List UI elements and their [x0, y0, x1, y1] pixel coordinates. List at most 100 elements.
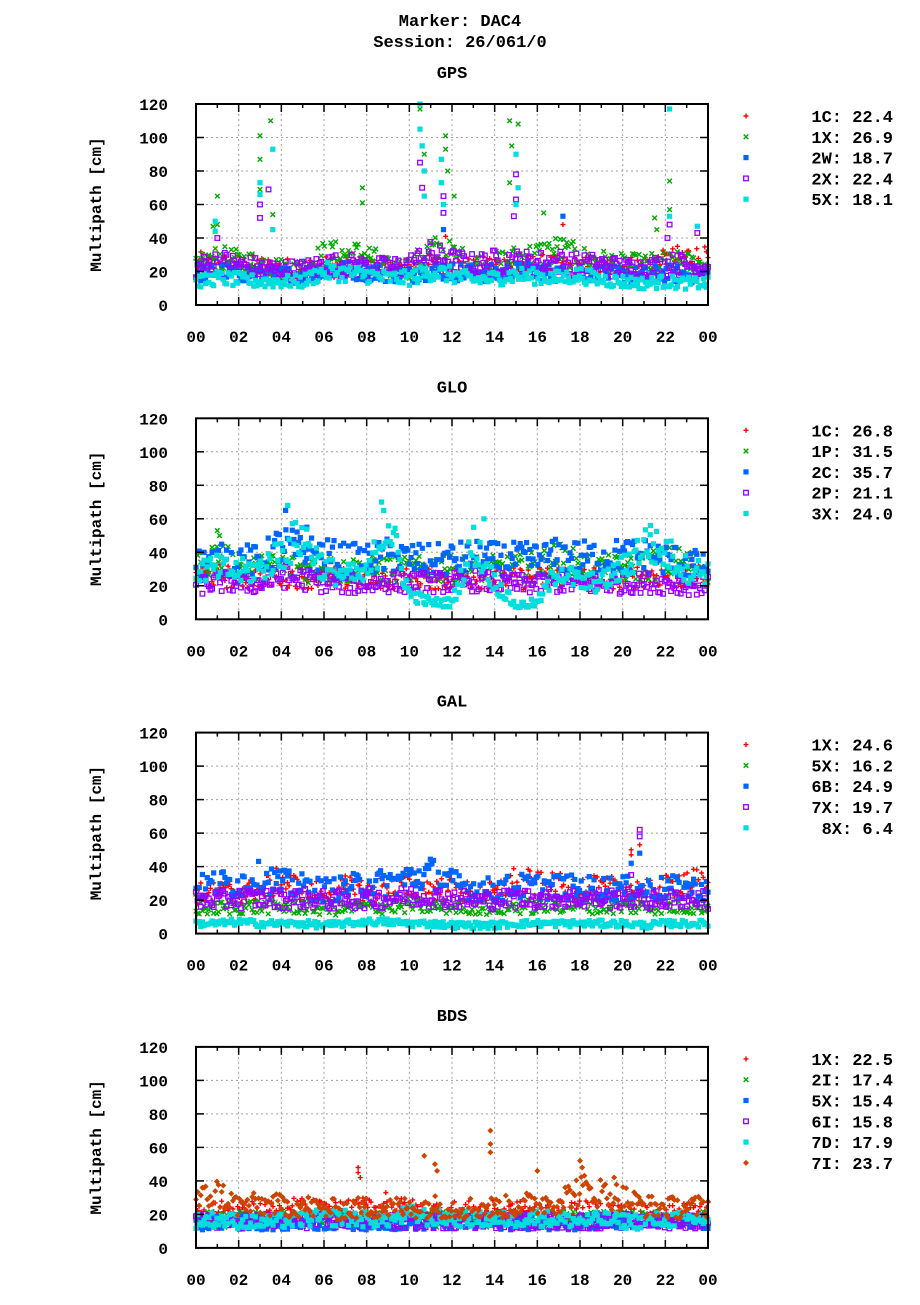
point-2c: [433, 562, 438, 567]
point-2p: [200, 591, 205, 596]
point-6b: [299, 871, 304, 876]
point-2c: [325, 537, 330, 542]
point-6b: [677, 880, 682, 885]
point-5x: [495, 272, 500, 277]
point-1p: [606, 553, 611, 558]
point-6b: [331, 876, 336, 881]
outlier-point-2x: [695, 231, 700, 236]
point-2c: [490, 556, 495, 561]
point-3x: [452, 588, 457, 593]
point-5x: [611, 283, 616, 288]
point-3x: [588, 584, 593, 589]
outlier-point-2x: [441, 211, 446, 216]
point-2w: [346, 259, 351, 264]
point-1c: [670, 246, 675, 251]
point-5x: [672, 277, 677, 282]
outlier-point-5x: [667, 106, 672, 111]
point-3x: [583, 586, 588, 591]
point-3x: [498, 582, 503, 587]
point-3x: [278, 541, 283, 546]
point-5x: [574, 267, 579, 272]
x-tick-label: 20: [613, 329, 632, 347]
point-6b: [285, 873, 290, 878]
legend-series-name: 3X: [811, 507, 832, 526]
point-5x: [347, 265, 352, 270]
point-2w: [675, 264, 680, 269]
outlier-point-1x: [258, 134, 263, 139]
point-5x: [266, 912, 271, 917]
outlier-point-1x: [258, 157, 263, 162]
point-3x: [644, 549, 649, 554]
point-6b: [307, 879, 312, 884]
point-2c: [575, 541, 580, 546]
point-1c: [309, 586, 314, 591]
point-5x: [535, 276, 540, 281]
point-5x: [298, 275, 303, 280]
point-3x: [455, 582, 460, 587]
point-3x: [319, 552, 324, 557]
point-2c: [463, 554, 468, 559]
x-tick-label: 06: [314, 329, 333, 347]
point-6b: [254, 882, 259, 887]
point-5x: [198, 284, 203, 289]
point-3x: [458, 568, 463, 573]
legend-series-name: 1C: [811, 423, 831, 442]
point-2c: [673, 545, 678, 550]
point-2c: [498, 553, 503, 558]
point-2c: [413, 550, 418, 555]
point-1x: [532, 251, 537, 256]
point-5x: [245, 275, 250, 280]
outlier-point-2x: [418, 160, 423, 165]
outlier-point-3x: [648, 523, 653, 528]
session-title: Session: 26/061/0: [373, 34, 546, 53]
point-6b: [319, 878, 324, 883]
point-6b: [227, 877, 232, 882]
point-5x: [564, 269, 569, 274]
point-5x: [690, 906, 695, 911]
point-3x: [238, 578, 243, 583]
point-3x: [404, 578, 409, 583]
point-3x: [633, 547, 638, 552]
point-2w: [633, 265, 638, 270]
point-2c: [436, 541, 441, 546]
point-6b: [370, 885, 375, 890]
point-2c: [346, 543, 351, 548]
point-3x: [636, 561, 641, 566]
point-2c: [590, 552, 595, 557]
outlier-point-1x: [360, 185, 365, 190]
point-5x: [452, 280, 457, 285]
point-2p: [669, 589, 674, 594]
outlier-point-3x: [379, 499, 384, 504]
outlier-point-5x: [422, 168, 427, 173]
point-6b: [211, 870, 216, 875]
point-1p: [542, 548, 547, 553]
point-1x: [582, 246, 587, 251]
point-2c: [553, 537, 558, 542]
point-5x: [701, 276, 706, 281]
point-3x: [477, 540, 482, 545]
point-3x: [654, 529, 659, 534]
point-3x: [203, 578, 208, 583]
point-3x: [322, 573, 327, 578]
outlier-point-1x: [509, 144, 514, 149]
point-2c: [548, 547, 553, 552]
point-3x: [234, 560, 239, 565]
point-6b: [693, 881, 698, 886]
point-1c: [404, 566, 409, 571]
y-tick-label: 80: [149, 164, 168, 182]
point-5x: [227, 912, 232, 917]
point-5x: [282, 282, 287, 287]
point-1x: [528, 244, 533, 249]
point-2c: [381, 566, 386, 571]
point-3x: [591, 579, 596, 584]
x-tick-label: 12: [442, 643, 461, 661]
outlier-point-5x: [270, 147, 275, 152]
point-3x: [392, 526, 397, 531]
point-5x: [579, 266, 584, 271]
point-2c: [216, 548, 221, 553]
point-5x: [489, 278, 494, 283]
point-1x: [283, 886, 288, 891]
y-tick-label: 0: [158, 298, 168, 316]
outlier-point-1x: [516, 122, 521, 127]
point-3x: [469, 553, 474, 558]
